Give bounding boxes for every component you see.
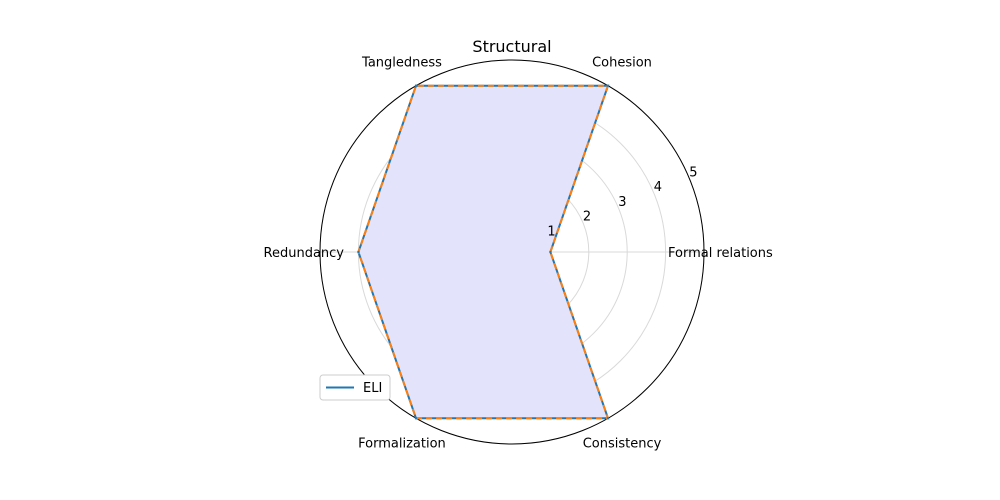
r-tick-label: 1 (547, 224, 555, 239)
category-label: Redundancy (264, 246, 345, 261)
category-label: Tangledness (361, 55, 442, 70)
series-fill (358, 85, 608, 419)
data-point (606, 417, 610, 420)
r-tick-label: 2 (583, 210, 591, 225)
data-layer (357, 84, 610, 420)
chart-title: Structural (472, 37, 551, 56)
data-point (414, 417, 418, 420)
label-layer: 1 2 3 4 5 Formal relations Cohesion Tangledness… (264, 55, 773, 451)
outer-frame (319, 59, 705, 445)
category-label: Formalization (358, 437, 446, 452)
category-label: Cohesion (592, 55, 652, 70)
category-label: Consistency (583, 437, 662, 452)
legend-label-eli: ELI (363, 381, 382, 396)
data-point (549, 250, 552, 254)
r-tick-label: 4 (654, 180, 662, 195)
data-point (357, 250, 360, 254)
data-point (414, 84, 418, 87)
legend: ELI (319, 374, 391, 401)
r-tick-label: 5 (689, 166, 697, 181)
legend-box (319, 374, 391, 401)
data-point (606, 84, 610, 87)
category-label: Formal relations (668, 246, 773, 261)
r-tick-label: 3 (618, 195, 626, 210)
